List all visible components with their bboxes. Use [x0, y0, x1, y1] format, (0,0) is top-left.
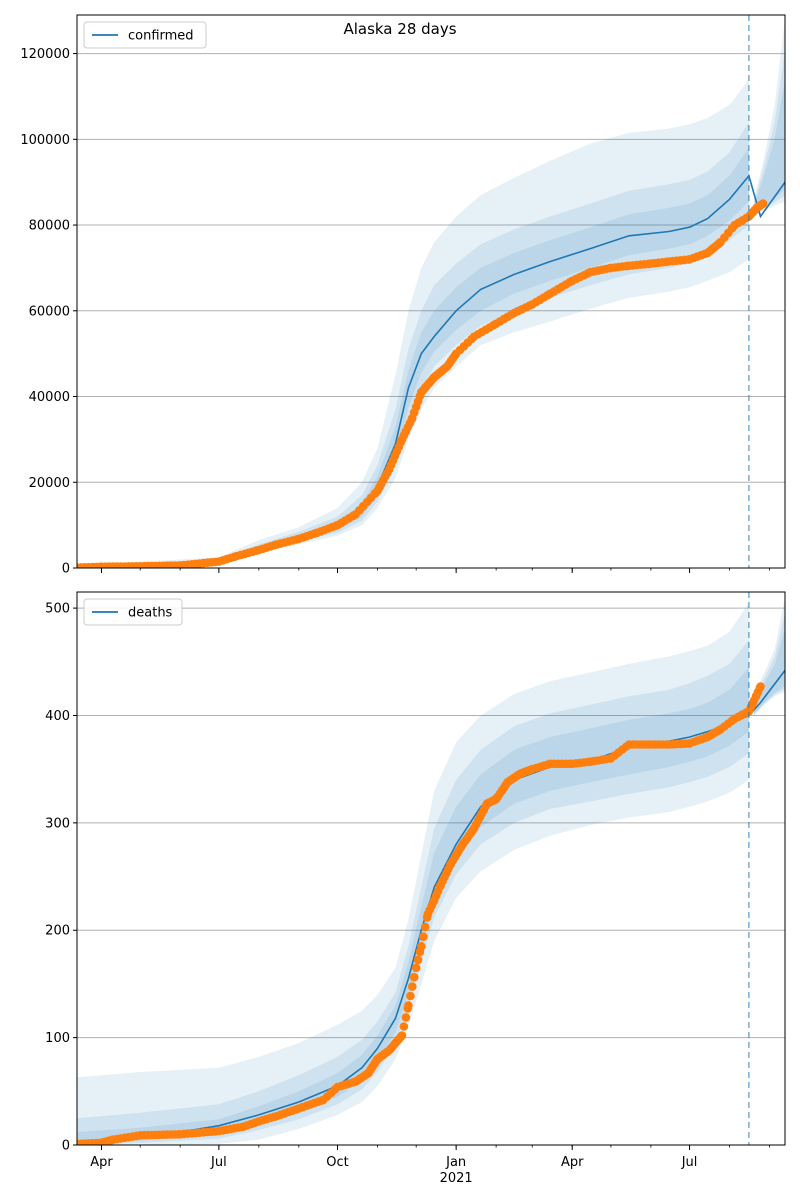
- forecast-band: [754, 19, 785, 217]
- observed-point: [399, 1022, 409, 1031]
- y-tick-label: 0: [62, 562, 70, 577]
- observed-point: [408, 982, 417, 991]
- y-tick-label: 20000: [29, 476, 70, 491]
- observed-point: [413, 955, 423, 965]
- observed-point: [401, 1013, 411, 1022]
- x-year-label: 2021: [440, 1171, 473, 1186]
- uncertainty-band-outer: [77, 602, 749, 1145]
- y-tick-label: 80000: [29, 219, 70, 234]
- axes-frame: [76, 14, 786, 569]
- plot-area: [77, 15, 785, 568]
- uncertainty-band-inner: [77, 147, 749, 568]
- y-tick-label: 0: [62, 1139, 70, 1154]
- y-tick-label: 400: [45, 709, 70, 724]
- y-tick-label: 60000: [29, 304, 70, 319]
- observed-point: [404, 1001, 413, 1010]
- observed-point: [420, 922, 430, 932]
- y-tick-label: 100000: [20, 133, 70, 148]
- observed-point: [758, 199, 768, 208]
- x-tick-label: Jul: [210, 1155, 227, 1170]
- y-tick-label: 100: [45, 1031, 70, 1046]
- uncertainty-band-middle: [77, 122, 749, 568]
- x-tick-label: Jan: [445, 1155, 466, 1170]
- observed-point: [419, 932, 428, 941]
- legend-box: [83, 21, 207, 49]
- uncertainty-band-inner: [77, 667, 749, 1145]
- deaths-chart-panel: 0 100 200 300 400 500 Apr Jul Oct Jan Apr Jul 2021 de…: [45, 591, 786, 1186]
- x-tick-label: Jul: [681, 1155, 698, 1170]
- y-tick-label: 300: [45, 816, 70, 831]
- legend: confirmed: [83, 21, 207, 49]
- legend-label: confirmed: [128, 29, 194, 44]
- x-tick-label: Apr: [561, 1155, 584, 1170]
- x-tick-label: Apr: [90, 1155, 113, 1170]
- forecast-band: [754, 49, 785, 216]
- observed-point: [406, 991, 415, 1001]
- observed-point: [756, 682, 765, 691]
- y-tick-label: 120000: [20, 47, 70, 62]
- y-tick-label: 40000: [29, 390, 70, 405]
- observed-point: [397, 1031, 407, 1040]
- y-tick-label: 500: [45, 602, 70, 617]
- axes-frame: [76, 591, 786, 1146]
- observed-point: [411, 963, 421, 973]
- legend: deaths: [83, 598, 183, 626]
- plot-area: [77, 592, 785, 1145]
- observed-point: [409, 972, 419, 982]
- uncertainty-band-middle: [77, 640, 749, 1145]
- legend-box: [83, 598, 183, 626]
- observed-point: [417, 942, 426, 951]
- legend-label: deaths: [128, 606, 173, 621]
- y-tick-label: 200: [45, 924, 70, 939]
- model-line: [77, 669, 785, 1143]
- confirmed-chart-panel: 0 20000 40000 60000 80000 100000 120000 confirm…: [20, 14, 786, 577]
- forecast-band: [754, 80, 785, 216]
- x-tick-label: Oct: [326, 1155, 348, 1170]
- uncertainty-band-outer: [77, 79, 749, 568]
